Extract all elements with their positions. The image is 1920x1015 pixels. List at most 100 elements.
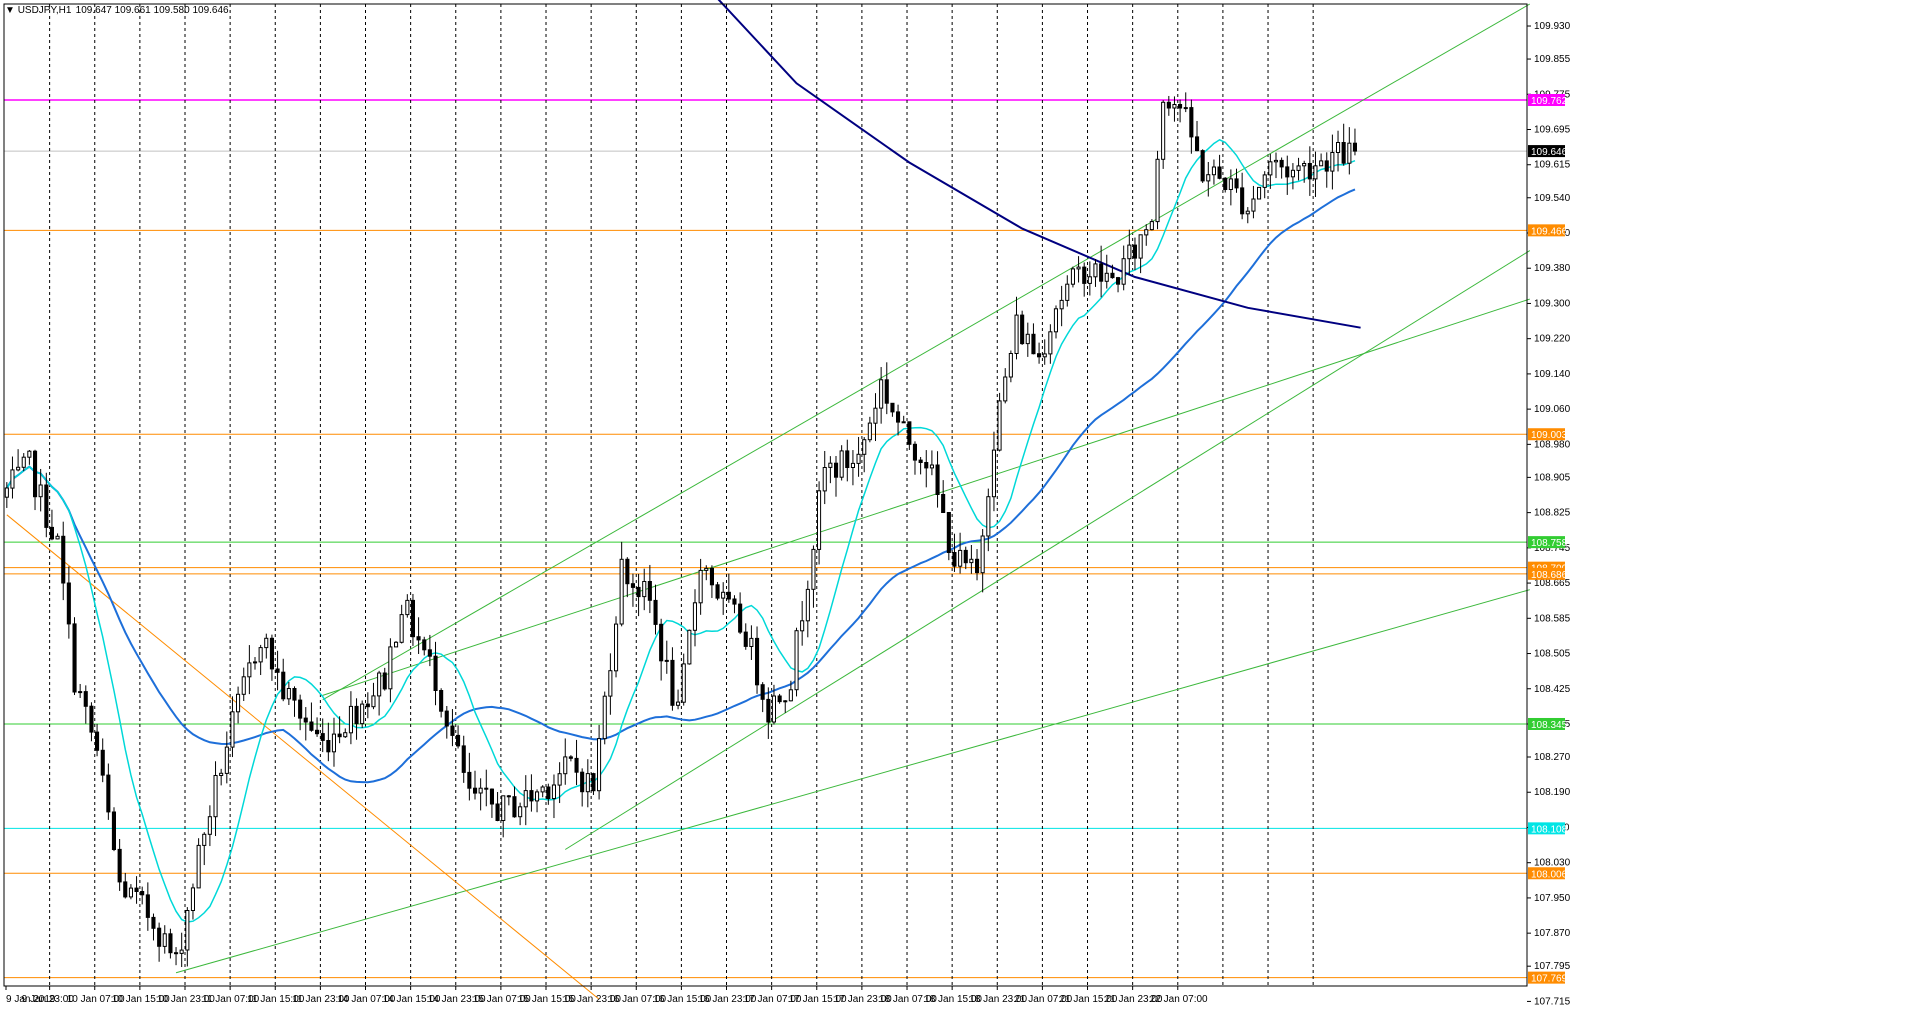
trend-line — [322, 298, 1530, 696]
candle-bear — [320, 733, 325, 741]
level-tags: 109.762109.466109.003108.758108.700108.6… — [1528, 93, 1568, 985]
candle-bear — [963, 549, 968, 564]
candle-bull — [1206, 174, 1211, 182]
candle-bear — [303, 717, 308, 723]
time-tick-label: 17 Jan 23:00 — [834, 994, 892, 1005]
candle-bull — [771, 695, 777, 723]
price-axis[interactable]: 109.930109.855109.775109.695109.615109.5… — [1527, 21, 1571, 1007]
candle-bull — [331, 733, 336, 753]
candle-bear — [912, 443, 918, 461]
candle-bull — [788, 689, 793, 702]
candle-bull — [1070, 268, 1076, 285]
candle-bull — [1319, 160, 1324, 167]
candle-bull — [1273, 159, 1279, 163]
candle-bull — [608, 670, 613, 697]
candle-bull — [535, 791, 540, 802]
candle-bull — [128, 887, 133, 898]
candle-bull — [986, 496, 991, 537]
candle-bull — [664, 659, 669, 662]
price-tick-label: 108.665 — [1534, 578, 1571, 589]
candle-bull — [839, 450, 844, 478]
candle-bear — [1234, 178, 1239, 189]
time-tick-label: 16 Jan 15:00 — [653, 994, 711, 1005]
candle-bull — [162, 933, 167, 947]
level-tag — [1528, 567, 1565, 580]
candle-bull — [958, 549, 963, 567]
candle-bear — [670, 659, 675, 706]
candle-bear — [410, 599, 415, 638]
level-tag — [1528, 93, 1565, 106]
price-tick-label: 108.980 — [1534, 439, 1571, 450]
level-tag — [1528, 536, 1565, 549]
ma-navy-line — [717, 0, 1361, 329]
price-tick-label: 108.505 — [1534, 649, 1571, 660]
candle-bear — [834, 462, 839, 478]
candle-bull — [478, 787, 483, 794]
candle-bear — [275, 668, 280, 673]
symbol-arrow-icon[interactable]: ▼ — [5, 5, 18, 16]
candle-bull — [360, 703, 365, 725]
candle-bear — [1324, 160, 1329, 172]
candle-bear — [298, 699, 303, 719]
time-tick-label: 18 Jan 23:00 — [969, 994, 1027, 1005]
candle-bear — [489, 788, 494, 805]
candle-bear — [72, 623, 77, 693]
candle-bear — [918, 459, 923, 464]
candle-bear — [444, 710, 449, 727]
price-tick-label: 107.715 — [1534, 996, 1571, 1007]
candle-bear — [636, 586, 641, 598]
candle-bear — [157, 927, 162, 947]
candle-bull — [21, 456, 26, 468]
level-tag-label: 108.686 — [1531, 570, 1568, 581]
candle-bear — [427, 649, 432, 657]
candle-bear — [1200, 150, 1205, 182]
time-tick-label: 9 Jan 2019 — [6, 994, 56, 1005]
candle-bull — [371, 695, 376, 708]
candle-bull — [557, 773, 562, 786]
candles — [4, 92, 1358, 968]
price-tick-label: 108.745 — [1534, 543, 1571, 554]
price-tick-label: 107.795 — [1534, 961, 1571, 972]
candle-bull — [1302, 163, 1307, 167]
candle-bull — [16, 466, 21, 471]
candle-bull — [247, 662, 252, 678]
candle-bear — [95, 731, 100, 751]
candle-bear — [1279, 159, 1284, 168]
candle-bear — [382, 672, 387, 690]
time-tick-label: 10 Jan 15:00 — [112, 994, 170, 1005]
candle-bear — [33, 450, 38, 498]
candle-bull — [1155, 158, 1160, 223]
candle-bull — [1268, 161, 1273, 176]
candle-bull — [1149, 221, 1154, 231]
ma-cyan-line — [6, 138, 1356, 923]
candle-bull — [929, 464, 935, 469]
candle-bull — [213, 775, 218, 818]
candle-bear — [49, 526, 55, 540]
candle-bear — [484, 787, 489, 790]
candle-bull — [196, 844, 201, 889]
candle-bear — [354, 705, 359, 725]
level-tag-label: 109.762 — [1531, 96, 1568, 107]
candle-bull — [687, 629, 692, 665]
candle-bull — [862, 439, 867, 455]
candle-bear — [117, 848, 122, 883]
candle-bull — [676, 701, 681, 706]
candle-bear — [1082, 266, 1087, 284]
candle-bear — [151, 916, 156, 929]
candle-bull — [1093, 263, 1098, 278]
candle-bull — [1104, 272, 1109, 282]
candle-bull — [1296, 165, 1301, 171]
candle-bear — [450, 725, 455, 736]
candle-bear — [715, 584, 720, 599]
candle-bull — [185, 910, 190, 951]
horizontal-levels — [4, 99, 1527, 979]
candle-bull — [1138, 234, 1143, 259]
price-tick-label: 108.905 — [1534, 472, 1571, 483]
plot-border — [3, 3, 1528, 987]
candle-bull — [1121, 258, 1126, 285]
price-tick-label: 109.220 — [1534, 334, 1571, 345]
candle-bull — [1048, 331, 1053, 355]
